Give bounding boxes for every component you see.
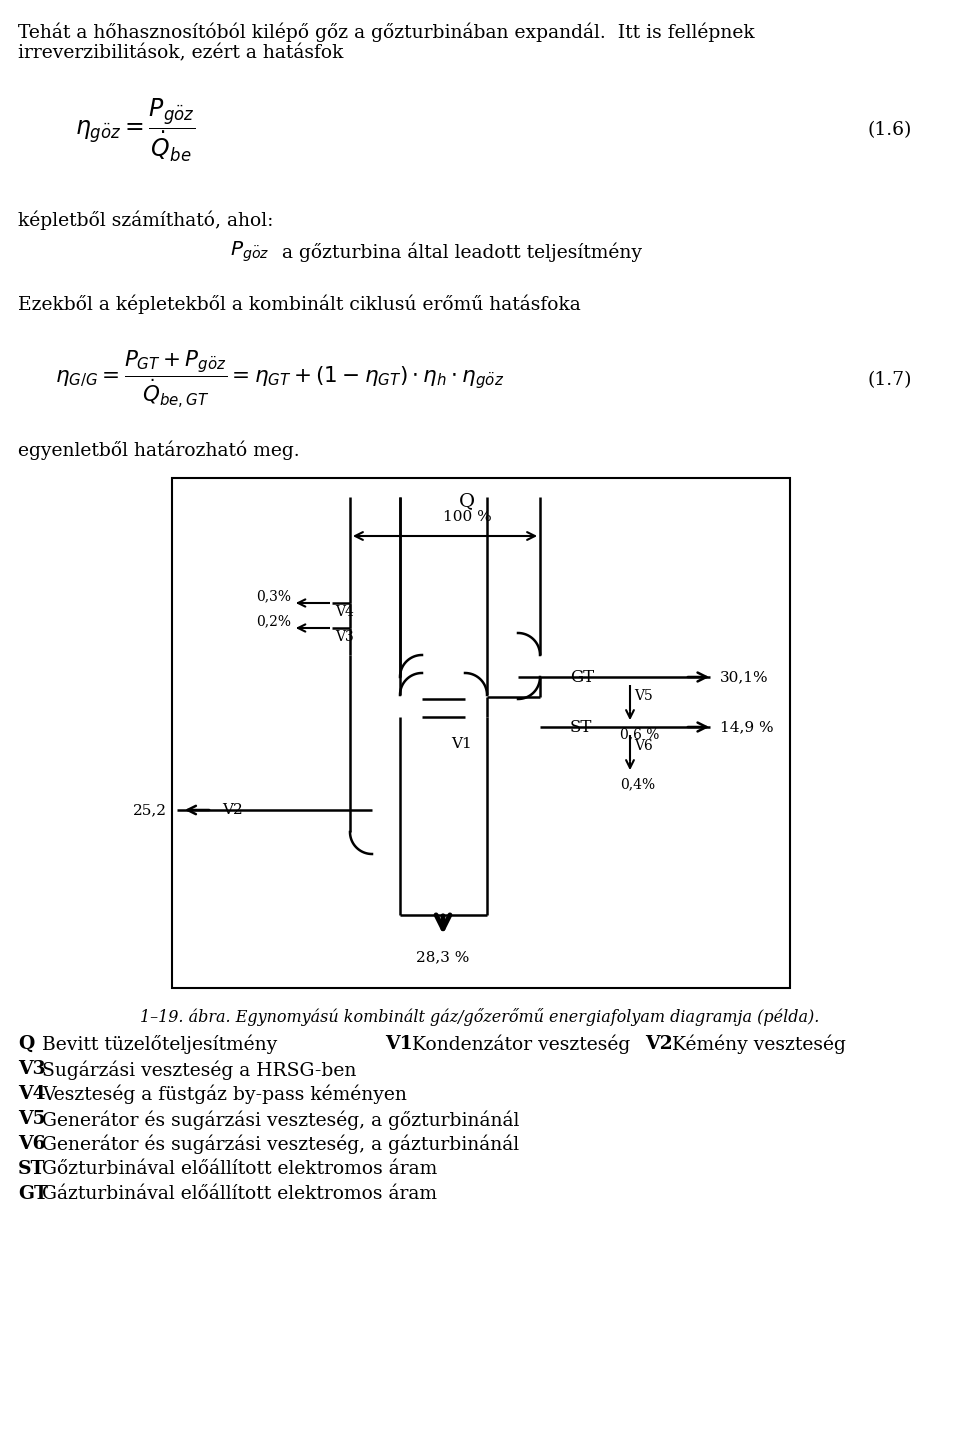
Text: V1: V1: [451, 737, 471, 751]
Text: V2: V2: [645, 1035, 673, 1053]
Text: 14,9 %: 14,9 %: [720, 719, 774, 734]
Text: V3: V3: [18, 1060, 46, 1078]
Text: 0,4%: 0,4%: [620, 777, 655, 791]
Text: V4: V4: [335, 605, 354, 619]
Bar: [172, 478, 790, 988]
Text: GT: GT: [18, 1185, 48, 1203]
Text: Tehát a hőhasznosítóból kilépő gőz a gőzturbinában expandál.  Itt is fellépnek: Tehát a hőhasznosítóból kilépő gőz a gőz…: [18, 22, 755, 42]
Text: V4: V4: [18, 1086, 46, 1103]
Text: Veszteség a füstgáz by-pass kéményen: Veszteség a füstgáz by-pass kéményen: [42, 1086, 407, 1104]
Text: Kondenzátor veszteség: Kondenzátor veszteség: [412, 1035, 631, 1054]
Text: Ezekből a képletekből a kombinált ciklusú erőmű hatásfoka: Ezekből a képletekből a kombinált ciklus…: [18, 294, 581, 314]
Text: Generátor és sugárzási veszteség, a gőzturbinánál: Generátor és sugárzási veszteség, a gőzt…: [42, 1110, 519, 1130]
Text: irreverzibilitások, ezért a hatásfok: irreverzibilitások, ezért a hatásfok: [18, 45, 344, 62]
Text: a gőzturbina által leadott teljesítmény: a gőzturbina által leadott teljesítmény: [282, 243, 642, 261]
Text: egyenletből határozható meg.: egyenletből határozható meg.: [18, 439, 300, 460]
Text: $P_{g\ddot{o}z}$: $P_{g\ddot{o}z}$: [230, 240, 270, 264]
Text: $\eta_{G/G} = \dfrac{P_{GT} + P_{g\ddot{o}z}}{\dot{Q}_{be,GT}} = \eta_{GT} + (1-: $\eta_{G/G} = \dfrac{P_{GT} + P_{g\ddot{…: [55, 349, 504, 411]
Text: 28,3 %: 28,3 %: [417, 951, 469, 964]
Text: (1.6): (1.6): [868, 121, 912, 139]
Text: V6: V6: [18, 1134, 46, 1153]
Text: 30,1%: 30,1%: [720, 671, 769, 684]
Text: 0,6 %: 0,6 %: [620, 727, 660, 741]
Text: V1: V1: [385, 1035, 413, 1053]
Text: ST: ST: [570, 718, 592, 735]
Text: Generátor és sugárzási veszteség, a gázturbinánál: Generátor és sugárzási veszteség, a gázt…: [42, 1134, 519, 1155]
Text: 1–19. ábra. Egynomyású kombinált gáz/gőzerőmű energiafolyam diagramja (példa).: 1–19. ábra. Egynomyású kombinált gáz/gőz…: [140, 1008, 820, 1025]
Text: ST: ST: [18, 1160, 45, 1178]
Text: Sugárzási veszteség a HRSG-ben: Sugárzási veszteség a HRSG-ben: [42, 1060, 356, 1080]
Text: GT: GT: [570, 669, 594, 685]
Text: V5: V5: [634, 689, 653, 704]
Text: V2: V2: [222, 803, 243, 817]
Text: V6: V6: [634, 740, 653, 752]
Text: 0,2%: 0,2%: [256, 615, 291, 628]
Text: Bevitt tüzelőteljesítmény: Bevitt tüzelőteljesítmény: [42, 1035, 277, 1054]
Text: Q: Q: [18, 1035, 35, 1053]
Text: 25,2: 25,2: [133, 803, 167, 817]
Text: Gázturbinával előállított elektromos áram: Gázturbinával előállított elektromos ára…: [42, 1185, 437, 1203]
Text: V3: V3: [335, 630, 353, 643]
Text: (1.7): (1.7): [868, 370, 912, 389]
Text: $\eta_{g\ddot{o}z} = \dfrac{P_{g\ddot{o}z}}{\dot{Q}_{be}}$: $\eta_{g\ddot{o}z} = \dfrac{P_{g\ddot{o}…: [75, 96, 195, 164]
Text: képletből számítható, ahol:: képletből számítható, ahol:: [18, 210, 274, 230]
Text: 100 %: 100 %: [443, 510, 492, 524]
Text: Kémény veszteség: Kémény veszteség: [672, 1035, 846, 1054]
Text: V5: V5: [18, 1110, 46, 1129]
Text: 0,3%: 0,3%: [256, 589, 291, 603]
Text: Gőzturbinával előállított elektromos áram: Gőzturbinával előállított elektromos ára…: [42, 1160, 437, 1178]
Text: Q: Q: [459, 493, 475, 510]
